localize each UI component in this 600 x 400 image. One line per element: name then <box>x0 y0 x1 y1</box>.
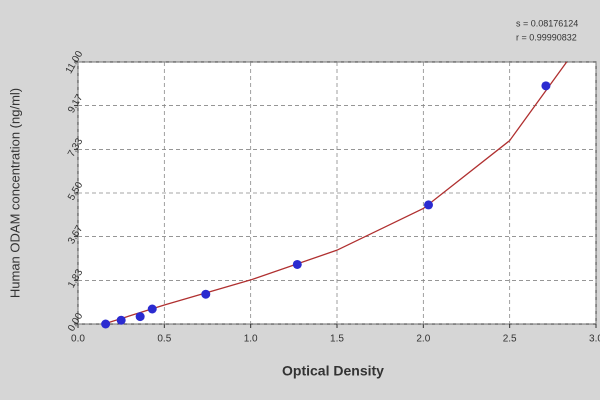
annotation: s = 0.08176124 <box>516 18 578 28</box>
x-tick-label: 1.0 <box>244 334 258 345</box>
x-tick-label: 2.0 <box>416 334 430 345</box>
data-point <box>135 312 145 322</box>
data-point <box>424 200 434 210</box>
data-point <box>292 259 302 269</box>
data-point <box>201 289 211 299</box>
fit-curve <box>103 61 568 325</box>
x-axis-label: Optical Density <box>282 363 384 379</box>
x-tick-label: 3.0 <box>589 334 600 345</box>
x-tick-label: 0.5 <box>157 334 171 345</box>
annotation: r = 0.99990832 <box>516 32 577 42</box>
x-tick-label: 0.0 <box>71 334 85 345</box>
x-tick-label: 2.5 <box>503 334 517 345</box>
data-point <box>101 319 111 329</box>
x-tick-label: 1.5 <box>330 334 344 345</box>
data-point <box>147 304 157 314</box>
data-point <box>541 81 551 91</box>
y-axis-label: Human ODAM concentration (ng/ml) <box>7 88 22 298</box>
data-point <box>116 315 126 325</box>
